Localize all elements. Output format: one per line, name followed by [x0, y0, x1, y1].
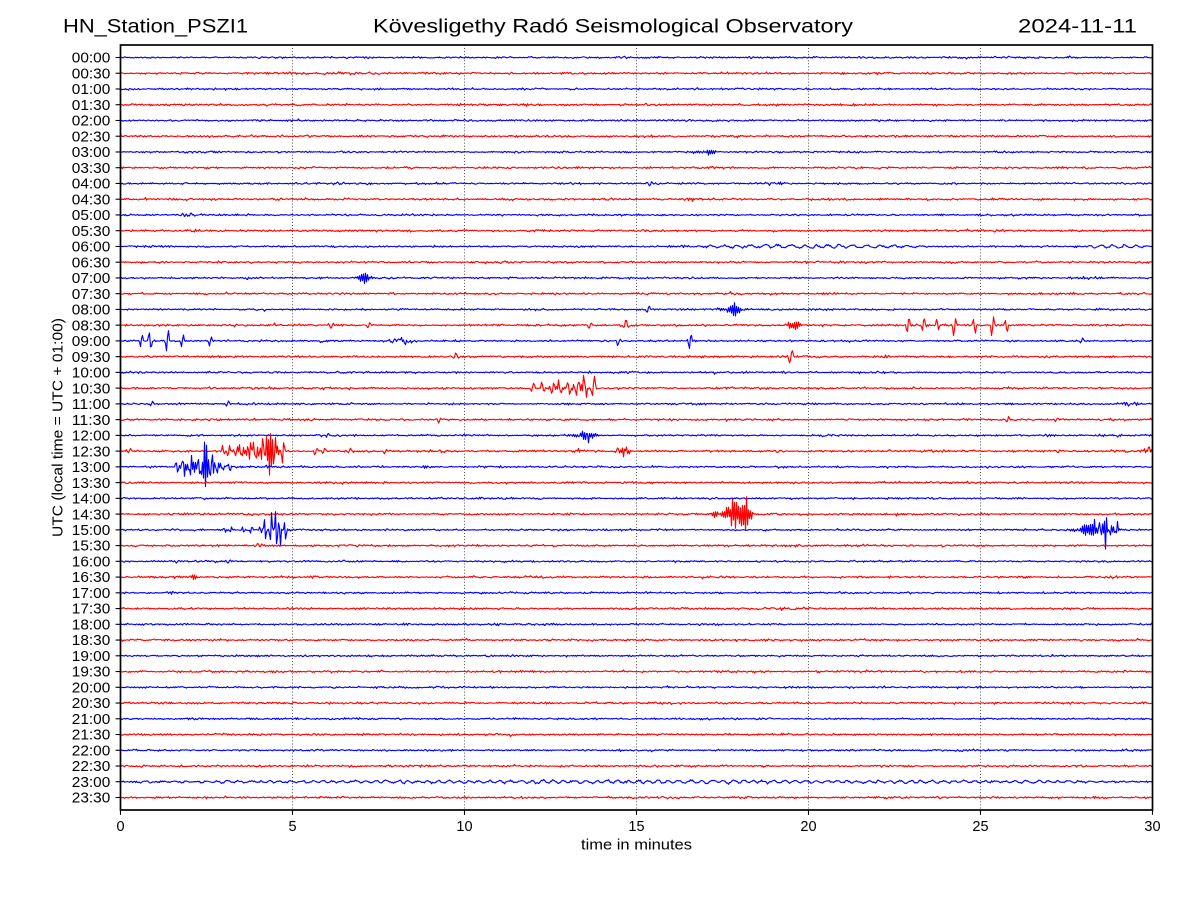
svg-text:03:00: 03:00: [72, 145, 111, 161]
svg-text:13:30: 13:30: [72, 476, 111, 492]
svg-text:08:00: 08:00: [72, 303, 111, 319]
svg-text:11:30: 11:30: [72, 413, 111, 429]
svg-text:19:30: 19:30: [72, 665, 111, 681]
svg-text:00:00: 00:00: [72, 51, 111, 67]
svg-text:20:30: 20:30: [72, 696, 111, 712]
svg-text:02:00: 02:00: [72, 114, 111, 130]
svg-text:23:30: 23:30: [72, 791, 111, 807]
svg-text:01:00: 01:00: [72, 82, 111, 98]
svg-text:22:00: 22:00: [72, 743, 111, 759]
svg-text:15:00: 15:00: [72, 523, 111, 539]
svg-text:25: 25: [972, 819, 988, 835]
svg-text:14:00: 14:00: [72, 492, 111, 508]
svg-text:13:00: 13:00: [72, 460, 111, 476]
svg-text:15:30: 15:30: [72, 539, 111, 555]
svg-text:12:30: 12:30: [72, 444, 111, 460]
svg-text:03:30: 03:30: [72, 161, 111, 177]
svg-text:23:00: 23:00: [72, 775, 111, 791]
svg-text:02:30: 02:30: [72, 129, 111, 145]
svg-text:2024-11-11: 2024-11-11: [1018, 17, 1137, 38]
svg-text:21:00: 21:00: [72, 712, 111, 728]
svg-text:04:00: 04:00: [72, 177, 111, 193]
svg-text:06:30: 06:30: [72, 255, 111, 271]
svg-text:UTC (local time = UTC + 01:00): UTC (local time = UTC + 01:00): [51, 318, 67, 537]
svg-text:0: 0: [116, 819, 124, 835]
svg-text:04:30: 04:30: [72, 192, 111, 208]
svg-text:16:00: 16:00: [72, 554, 111, 570]
svg-text:00:30: 00:30: [72, 66, 111, 82]
svg-text:09:00: 09:00: [72, 334, 111, 350]
svg-text:08:30: 08:30: [72, 318, 111, 334]
svg-text:10:00: 10:00: [72, 366, 111, 382]
svg-text:17:30: 17:30: [72, 602, 111, 618]
svg-text:20:00: 20:00: [72, 680, 111, 696]
svg-text:18:30: 18:30: [72, 633, 111, 649]
svg-text:20: 20: [800, 819, 816, 835]
svg-text:01:30: 01:30: [72, 98, 111, 114]
svg-text:18:00: 18:00: [72, 617, 111, 633]
svg-text:09:30: 09:30: [72, 350, 111, 366]
svg-text:HN_Station_PSZI1: HN_Station_PSZI1: [63, 17, 248, 38]
svg-text:14:30: 14:30: [72, 507, 111, 523]
svg-text:07:30: 07:30: [72, 287, 111, 303]
svg-text:10:30: 10:30: [72, 381, 111, 397]
svg-text:Kövesligethy Radó Seismologica: Kövesligethy Radó Seismological Observat…: [373, 17, 853, 38]
svg-text:21:30: 21:30: [72, 728, 111, 744]
svg-text:10: 10: [456, 819, 472, 835]
svg-text:17:00: 17:00: [72, 586, 111, 602]
svg-text:22:30: 22:30: [72, 759, 111, 775]
svg-text:05:30: 05:30: [72, 224, 111, 240]
svg-text:05:00: 05:00: [72, 208, 111, 224]
svg-text:5: 5: [288, 819, 296, 835]
svg-text:30: 30: [1144, 819, 1160, 835]
svg-text:06:00: 06:00: [72, 240, 111, 256]
svg-text:07:00: 07:00: [72, 271, 111, 287]
svg-text:time in minutes: time in minutes: [581, 838, 692, 854]
svg-text:11:00: 11:00: [72, 397, 111, 413]
svg-text:16:30: 16:30: [72, 570, 111, 586]
svg-text:12:00: 12:00: [72, 429, 111, 445]
svg-text:19:00: 19:00: [72, 649, 111, 665]
svg-text:15: 15: [628, 819, 644, 835]
